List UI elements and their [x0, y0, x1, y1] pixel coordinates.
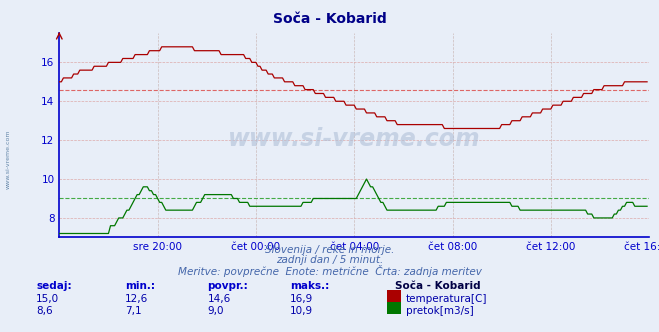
- Text: pretok[m3/s]: pretok[m3/s]: [406, 306, 474, 316]
- Text: 15,0: 15,0: [36, 294, 59, 304]
- Text: povpr.:: povpr.:: [208, 281, 248, 290]
- Text: Soča - Kobarid: Soča - Kobarid: [395, 281, 481, 290]
- Text: sedaj:: sedaj:: [36, 281, 72, 290]
- Text: 10,9: 10,9: [290, 306, 313, 316]
- Text: Meritve: povprečne  Enote: metrične  Črta: zadnja meritev: Meritve: povprečne Enote: metrične Črta:…: [177, 265, 482, 277]
- Text: min.:: min.:: [125, 281, 156, 290]
- Text: 14,6: 14,6: [208, 294, 231, 304]
- Text: 7,1: 7,1: [125, 306, 142, 316]
- Text: temperatura[C]: temperatura[C]: [406, 294, 488, 304]
- Text: zadnji dan / 5 minut.: zadnji dan / 5 minut.: [276, 255, 383, 265]
- Text: 16,9: 16,9: [290, 294, 313, 304]
- Text: 9,0: 9,0: [208, 306, 224, 316]
- Text: 8,6: 8,6: [36, 306, 53, 316]
- Text: www.si-vreme.com: www.si-vreme.com: [5, 129, 11, 189]
- Text: www.si-vreme.com: www.si-vreme.com: [228, 127, 480, 151]
- Text: maks.:: maks.:: [290, 281, 330, 290]
- Text: 12,6: 12,6: [125, 294, 148, 304]
- Text: Soča - Kobarid: Soča - Kobarid: [273, 12, 386, 26]
- Text: Slovenija / reke in morje.: Slovenija / reke in morje.: [265, 245, 394, 255]
